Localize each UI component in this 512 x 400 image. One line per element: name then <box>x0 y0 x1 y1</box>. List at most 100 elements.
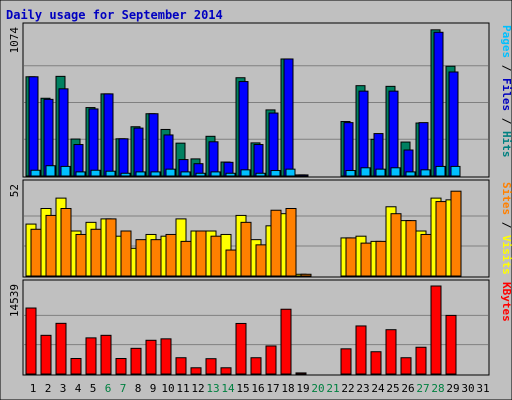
bar-files-day-22 <box>343 122 354 177</box>
x-tick-label-13: 13 <box>206 382 219 395</box>
bar-files-day-15 <box>238 81 249 177</box>
bar-kbytes-day-16 <box>250 357 262 375</box>
bar-pages-day-10 <box>165 168 176 177</box>
bar-files-day-4 <box>73 144 84 177</box>
x-tick-label-20: 20 <box>311 382 324 395</box>
bar-sites-day-1 <box>30 228 42 277</box>
bar-sites-day-4 <box>75 233 87 277</box>
x-tick-label-30: 30 <box>461 382 474 395</box>
y-max-label: 14539 <box>8 284 21 317</box>
bar-files-day-7 <box>118 138 129 177</box>
legend-part: / <box>500 215 512 235</box>
bar-sites-day-27 <box>420 233 432 277</box>
bar-kbytes-day-10 <box>160 338 172 375</box>
x-tick-label-1: 1 <box>30 382 37 395</box>
bar-kbytes-day-25 <box>385 329 397 375</box>
bar-sites-day-15 <box>240 221 252 277</box>
bar-kbytes-day-8 <box>130 347 142 375</box>
bar-files-day-17 <box>268 112 279 177</box>
legend-part: Pages <box>500 25 512 58</box>
bar-pages-day-1 <box>30 169 41 177</box>
legend-part: KBytes <box>500 282 512 322</box>
bar-pages-day-12 <box>195 172 206 177</box>
bar-files-day-3 <box>58 88 69 177</box>
side-legend: Pages / Files / Hits <box>500 25 512 158</box>
bar-pages-day-15 <box>240 169 251 177</box>
bar-kbytes-day-1 <box>25 307 37 375</box>
bar-sites-day-16 <box>255 244 267 277</box>
x-tick-label-28: 28 <box>431 382 444 395</box>
bar-sites-day-3 <box>60 208 72 277</box>
bar-sites-day-23 <box>360 242 372 277</box>
bar-files-day-28 <box>433 31 444 177</box>
bar-kbytes-day-3 <box>55 322 67 375</box>
bar-pages-day-6 <box>105 170 116 177</box>
bar-sites-day-13 <box>210 235 222 277</box>
x-tick-label-11: 11 <box>176 382 189 395</box>
legend-part: Visits <box>500 235 512 275</box>
bar-sites-day-26 <box>405 220 417 277</box>
x-tick-label-10: 10 <box>161 382 174 395</box>
x-tick-label-17: 17 <box>266 382 279 395</box>
x-tick-label-3: 3 <box>60 382 67 395</box>
y-max-label: 1074 <box>8 27 21 54</box>
bar-files-day-23 <box>358 90 369 177</box>
bar-kbytes-day-5 <box>85 337 97 375</box>
panel-kbytes: 14539 KBytes <box>8 279 512 376</box>
legend-part: / <box>500 111 512 131</box>
bar-files-day-1 <box>28 76 39 177</box>
bar-sites-day-10 <box>165 233 177 277</box>
bar-files-day-25 <box>388 90 399 177</box>
chart-title: Daily usage for September 2014 <box>6 8 223 22</box>
bar-pages-day-28 <box>435 165 446 177</box>
bar-kbytes-day-22 <box>340 348 352 375</box>
bar-kbytes-day-26 <box>400 357 412 375</box>
bar-kbytes-day-19 <box>295 372 307 375</box>
bar-pages-day-25 <box>390 167 401 177</box>
bar-sites-day-18 <box>285 208 297 277</box>
legend-part: Files <box>500 78 512 111</box>
bar-files-day-29 <box>448 71 459 177</box>
bar-pages-day-24 <box>375 168 386 177</box>
x-tick-label-27: 27 <box>416 382 429 395</box>
bar-files-day-18 <box>283 58 294 177</box>
bar-sites-day-7 <box>120 230 132 277</box>
x-tick-label-26: 26 <box>401 382 414 395</box>
bar-kbytes-day-13 <box>205 358 217 375</box>
bar-files-day-9 <box>148 113 159 177</box>
x-tick-label-4: 4 <box>75 382 82 395</box>
legend-part: Hits <box>500 131 512 158</box>
bar-pages-day-23 <box>360 167 371 177</box>
panel-visits-sites: 52 Sites / Visits <box>8 179 512 278</box>
x-tick-label-16: 16 <box>251 382 264 395</box>
bar-kbytes-day-15 <box>235 322 247 375</box>
x-tick-label-14: 14 <box>221 382 235 395</box>
bar-kbytes-day-6 <box>100 334 112 375</box>
x-tick-label-7: 7 <box>120 382 127 395</box>
x-tick-label-15: 15 <box>236 382 249 395</box>
bar-kbytes-day-11 <box>175 357 187 375</box>
bar-kbytes-day-27 <box>415 346 427 375</box>
legend-part: / <box>500 58 512 78</box>
bar-kbytes-day-4 <box>70 358 82 375</box>
x-tick-label-25: 25 <box>386 382 399 395</box>
x-tick-label-23: 23 <box>356 382 369 395</box>
bar-kbytes-day-28 <box>430 285 442 375</box>
bar-kbytes-day-18 <box>280 308 292 375</box>
bar-pages-day-4 <box>75 171 86 177</box>
bar-pages-day-7 <box>120 172 131 177</box>
bar-pages-day-22 <box>345 170 356 177</box>
bar-sites-day-28 <box>435 201 447 277</box>
bar-sites-day-8 <box>135 239 147 277</box>
x-tick-label-5: 5 <box>90 382 97 395</box>
bar-kbytes-day-23 <box>355 325 367 375</box>
bar-pages-day-17 <box>270 170 281 177</box>
bar-files-day-16 <box>253 144 264 177</box>
bar-pages-day-14 <box>225 172 236 177</box>
bar-pages-day-9 <box>150 171 161 177</box>
bar-files-day-13 <box>208 141 219 177</box>
bar-pages-day-11 <box>180 171 191 177</box>
bar-sites-day-17 <box>270 209 282 277</box>
bar-pages-day-27 <box>420 169 431 177</box>
